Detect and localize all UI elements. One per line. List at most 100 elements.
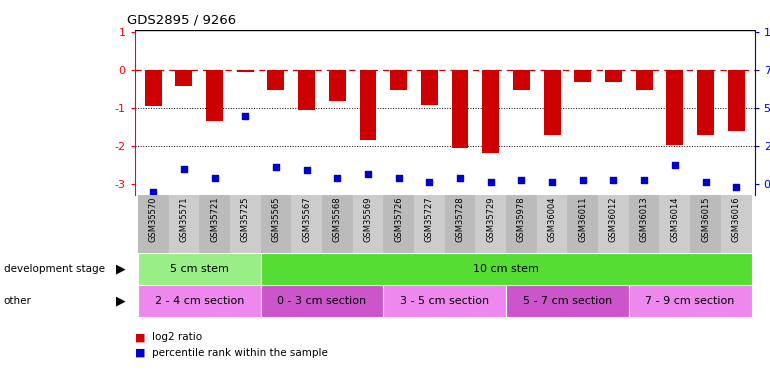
FancyBboxPatch shape [414, 195, 444, 253]
Point [730, 184, 742, 190]
Text: GSM36015: GSM36015 [701, 197, 710, 242]
Text: GSM35725: GSM35725 [241, 197, 249, 242]
Text: development stage: development stage [4, 264, 105, 274]
FancyBboxPatch shape [475, 195, 506, 253]
Point [668, 162, 681, 168]
Point [577, 177, 589, 183]
Text: GSM36013: GSM36013 [640, 197, 648, 242]
Point [454, 176, 466, 181]
Point [362, 171, 374, 177]
Text: GSM35567: GSM35567 [302, 197, 311, 242]
Bar [728, 70, 745, 131]
Bar [421, 70, 438, 105]
Text: log2 ratio: log2 ratio [152, 333, 202, 342]
FancyBboxPatch shape [690, 195, 721, 253]
Bar [513, 70, 530, 90]
Text: other: other [4, 296, 32, 306]
Bar [697, 70, 714, 135]
FancyBboxPatch shape [537, 195, 567, 253]
Text: GSM36004: GSM36004 [547, 197, 557, 242]
Bar [574, 70, 591, 82]
Point [270, 164, 282, 170]
Bar [145, 70, 162, 106]
Point [515, 177, 527, 183]
Text: GSM36011: GSM36011 [578, 197, 588, 242]
Text: 10 cm stem: 10 cm stem [473, 264, 539, 274]
Bar [451, 70, 468, 148]
Text: GSM35978: GSM35978 [517, 197, 526, 242]
FancyBboxPatch shape [721, 195, 752, 253]
Bar [636, 70, 652, 90]
Text: GSM35728: GSM35728 [456, 197, 464, 242]
Text: GSM36012: GSM36012 [609, 197, 618, 242]
FancyBboxPatch shape [291, 195, 322, 253]
FancyBboxPatch shape [169, 195, 199, 253]
FancyBboxPatch shape [353, 195, 383, 253]
Text: GSM36016: GSM36016 [732, 197, 741, 242]
Bar [260, 253, 752, 285]
FancyBboxPatch shape [567, 195, 598, 253]
Text: GSM35570: GSM35570 [149, 197, 158, 242]
Bar [629, 285, 752, 317]
Text: ▶: ▶ [116, 294, 125, 307]
FancyBboxPatch shape [138, 195, 169, 253]
Bar [206, 70, 223, 121]
Text: GSM35568: GSM35568 [333, 197, 342, 242]
Bar [544, 70, 561, 135]
Point [147, 189, 159, 195]
Bar [298, 70, 315, 110]
Point [699, 179, 711, 185]
FancyBboxPatch shape [444, 195, 475, 253]
Point [300, 167, 313, 173]
Text: GSM36014: GSM36014 [671, 197, 679, 242]
Point [484, 179, 497, 185]
Bar [390, 70, 407, 90]
Bar [329, 70, 346, 101]
FancyBboxPatch shape [230, 195, 260, 253]
Text: GSM35729: GSM35729 [486, 197, 495, 242]
Text: ■: ■ [135, 333, 146, 342]
FancyBboxPatch shape [659, 195, 690, 253]
FancyBboxPatch shape [322, 195, 353, 253]
Point [393, 176, 405, 181]
Bar [383, 285, 506, 317]
Bar [482, 70, 499, 153]
Bar [506, 285, 629, 317]
Text: 5 cm stem: 5 cm stem [169, 264, 229, 274]
Text: 2 - 4 cm section: 2 - 4 cm section [155, 296, 244, 306]
Bar [666, 70, 683, 145]
Text: GSM35726: GSM35726 [394, 197, 403, 242]
Bar [138, 285, 260, 317]
Text: percentile rank within the sample: percentile rank within the sample [152, 348, 327, 357]
FancyBboxPatch shape [199, 195, 230, 253]
Text: GSM35565: GSM35565 [271, 197, 280, 242]
Text: GDS2895 / 9266: GDS2895 / 9266 [127, 13, 236, 26]
Text: GSM35571: GSM35571 [179, 197, 189, 242]
FancyBboxPatch shape [260, 195, 291, 253]
Point [424, 179, 436, 185]
Text: GSM35569: GSM35569 [363, 197, 373, 242]
Bar [176, 70, 192, 86]
Bar [360, 70, 377, 140]
Text: GSM35721: GSM35721 [210, 197, 219, 242]
FancyBboxPatch shape [629, 195, 659, 253]
Text: ■: ■ [135, 348, 146, 357]
Text: 7 - 9 cm section: 7 - 9 cm section [645, 296, 735, 306]
Point [178, 166, 190, 172]
Point [209, 176, 221, 181]
Bar [138, 253, 260, 285]
Text: 3 - 5 cm section: 3 - 5 cm section [400, 296, 489, 306]
Point [608, 177, 620, 183]
FancyBboxPatch shape [598, 195, 629, 253]
Bar [260, 285, 383, 317]
FancyBboxPatch shape [506, 195, 537, 253]
Point [546, 179, 558, 185]
Text: 5 - 7 cm section: 5 - 7 cm section [523, 296, 612, 306]
Point [331, 176, 343, 181]
Text: ▶: ▶ [116, 262, 125, 276]
Bar [267, 70, 284, 90]
FancyBboxPatch shape [383, 195, 414, 253]
Point [239, 113, 251, 119]
Point [638, 177, 651, 183]
Bar [237, 70, 253, 72]
